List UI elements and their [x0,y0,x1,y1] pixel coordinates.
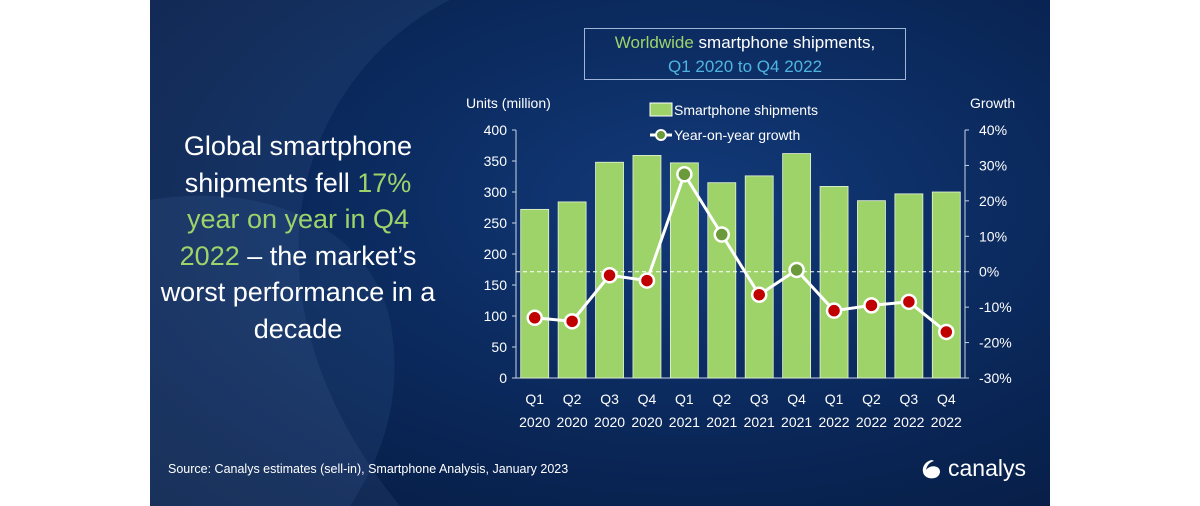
x-tick-label-quarter: Q1 [675,391,694,407]
headline: Global smartphone shipments fell 17% yea… [160,128,436,347]
headline-text: Global smartphone shipments fell [183,131,413,198]
y2-tick-label: 0% [979,264,999,280]
growth-point-q2-2022 [863,297,880,314]
x-tick-label-quarter: Q1 [825,391,844,407]
growth-point-q2-2020 [563,313,581,330]
y-tick-label: 200 [484,246,508,262]
background-swoosh [150,195,395,506]
x-tick-label-year: 2021 [744,414,775,430]
y2-tick-label: 20% [979,193,1007,209]
legend-marker [655,129,667,141]
bar-q3-2021 [744,175,774,379]
y2-tick-label: 30% [979,157,1007,173]
growth-point-q3-2021 [750,286,768,303]
background-swoosh [150,0,450,506]
y-tick-label: 300 [484,184,508,200]
y-tick-label: 350 [484,153,508,169]
bar-q2-2021 [707,182,737,379]
bar-q4-2022 [931,191,961,379]
canalys-logo: canalys [920,455,1026,482]
y-tick-label: 150 [484,277,508,293]
y-tick-label: 50 [491,339,507,355]
growth-point-q1-2020 [526,309,543,327]
bar-q1-2022 [819,186,849,379]
x-tick-label-quarter: Q3 [750,391,769,407]
source-note: Source: Canalys estimates (sell-in), Sma… [168,462,569,476]
growth-point-q4-2022 [938,323,955,341]
bar-q1-2020 [520,208,550,379]
x-tick-label-quarter: Q4 [937,391,956,407]
title-rest: smartphone shipments, [693,33,876,52]
y2-tick-label: -10% [979,299,1012,315]
y2-tick-label: -30% [979,370,1012,386]
x-tick-label-year: 2022 [818,414,849,430]
x-tick-label-year: 2020 [631,414,662,430]
chart-title: Worldwide smartphone shipments, [585,31,905,55]
bar-q3-2022 [894,193,924,379]
x-tick-label-quarter: Q1 [525,391,544,407]
x-tick-label-year: 2022 [893,414,924,430]
x-tick-label-year: 2022 [931,414,962,430]
x-tick-label-quarter: Q2 [862,391,881,407]
x-tick-label-year: 2021 [781,414,812,430]
growth-point-q1-2022 [825,302,843,319]
legend-bar-swatch [649,102,673,117]
bar-q2-2020 [557,201,587,379]
x-tick-label-year: 2022 [856,414,887,430]
bar-q4-2020 [632,155,662,379]
x-tick-label-quarter: Q3 [900,391,919,407]
growth-point-q2-2021 [713,226,731,243]
x-tick-label-year: 2020 [594,414,625,430]
x-tick-label-quarter: Q4 [638,391,657,407]
x-tick-label-year: 2021 [669,414,700,430]
growth-point-q4-2020 [638,272,656,289]
x-tick-label-quarter: Q3 [600,391,619,407]
x-tick-label-quarter: Q2 [712,391,731,407]
y2-tick-label: -20% [979,335,1012,351]
legend-line-label: Year-on-year growth [674,127,800,143]
chart-title-box: Worldwide smartphone shipments, Q1 2020 … [584,28,906,80]
headline-text: – the market’s worst performance in a de… [160,240,436,344]
background-swooshes [150,0,450,506]
plot-area: 0 50 100 150 200 250 300 350 400 -30% -20% -10% 0% 10… [484,122,1012,430]
y-axis-label: Units (million) [466,95,551,111]
x-tick-label-quarter: Q4 [787,391,806,407]
y2-tick-label: 40% [979,122,1007,138]
growth-point-q3-2022 [900,293,918,311]
bar-q1-2021 [669,162,699,379]
y-tick-label: 0 [499,370,507,386]
headline-highlight: 17% year on year in Q4 2022 [179,167,412,271]
legend-bar-label: Smartphone shipments [674,102,818,118]
legend: Smartphone shipments Year-on-year growth [649,102,818,143]
y-tick-label: 100 [484,308,508,324]
logo-text: canalys [948,455,1026,481]
x-tick-label-quarter: Q2 [563,391,582,407]
x-tick-label-year: 2021 [706,414,737,430]
y2-tick-label: 10% [979,228,1007,244]
bar-q2-2022 [857,200,886,379]
growth-point-q4-2021 [788,261,805,279]
chart-subtitle: Q1 2020 to Q4 2022 [667,57,823,76]
y-tick-label: 400 [484,122,508,138]
growth-point-q1-2021 [676,166,693,183]
x-tick-label-year: 2020 [519,414,550,430]
x-tick-label-year: 2020 [557,414,588,430]
y2-axis-label: Growth [970,95,1015,111]
growth-point-q3-2020 [601,267,618,284]
canalys-swoosh-icon [922,459,940,478]
y-tick-label: 250 [484,215,508,231]
title-highlight: Worldwide [614,33,694,52]
